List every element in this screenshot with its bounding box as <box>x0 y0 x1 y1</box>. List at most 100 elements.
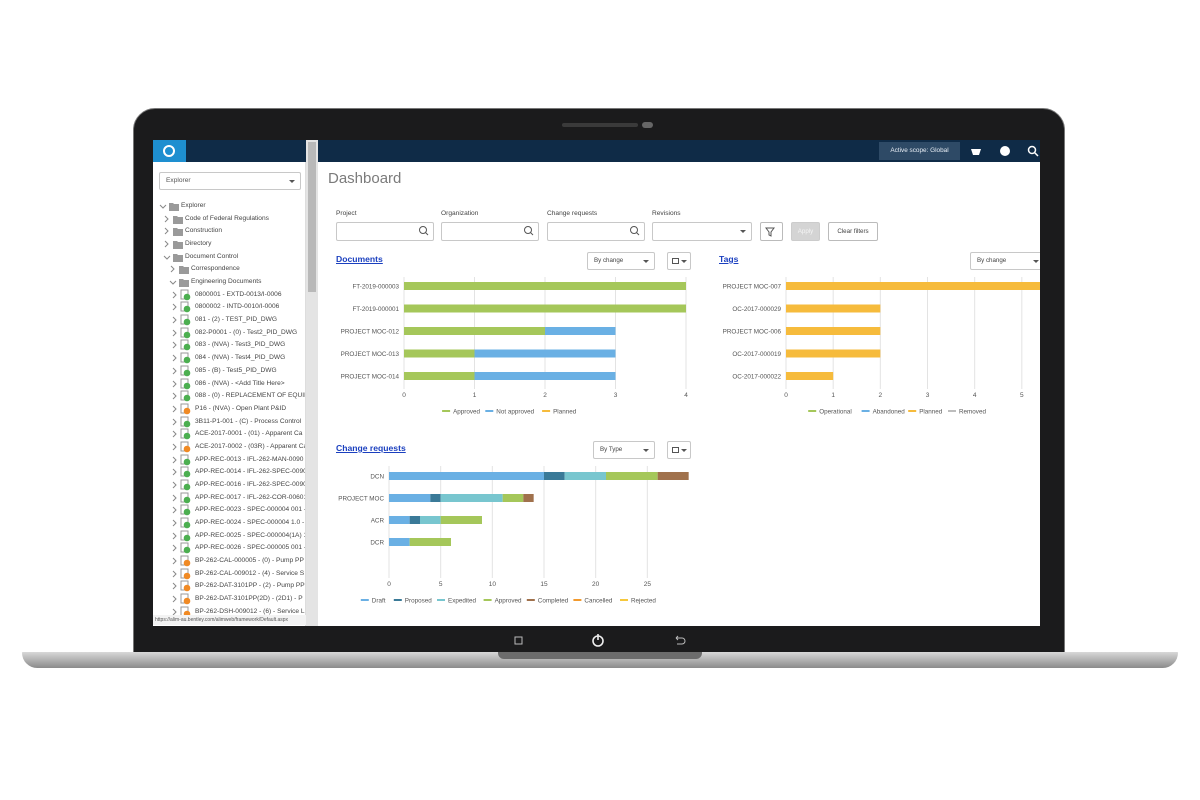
change-requests-title[interactable]: Change requests <box>336 443 406 453</box>
expander <box>172 304 177 311</box>
help-icon[interactable] <box>1000 146 1010 156</box>
apply-button[interactable]: Apply <box>791 222 820 241</box>
bar-segment <box>523 494 534 502</box>
export-button[interactable] <box>667 252 691 270</box>
tree-icons <box>172 301 191 313</box>
legend-swatch <box>526 599 535 601</box>
tree-item[interactable]: ACE-2017-0002 - (03R) - Apparent Ca <box>171 441 305 453</box>
basket-icon[interactable] <box>971 149 981 155</box>
status-url: https://alim-au.bentley.com/alimweb/fram… <box>153 615 306 625</box>
bar-segment <box>440 516 482 524</box>
bar-segment <box>786 327 881 335</box>
x-tick-label: 10 <box>489 581 497 588</box>
organization-input[interactable] <box>441 222 539 241</box>
screen: Active scope: Global Explorer Explorer Co… <box>153 140 1040 626</box>
tree-item[interactable]: Code of Federal Regulations <box>163 213 269 225</box>
search-handle <box>425 232 429 236</box>
tree-item[interactable]: APP-REC-0016 - IFL-262-SPEC-0090 <box>171 479 305 491</box>
tree-item[interactable]: P16 - (NVA) - Open Plant P&ID <box>171 403 286 415</box>
tree-item[interactable]: APP-REC-0013 - IFL-262-MAN-0090 <box>171 454 303 466</box>
view-select[interactable]: By change <box>970 252 1040 270</box>
tree-item[interactable]: APP-REC-0025 - SPEC-000004(1A) 1. <box>171 530 305 542</box>
tree-item[interactable]: APP-REC-0024 - SPEC-000004 1.0 - ( <box>171 517 305 529</box>
revisions-select[interactable] <box>652 222 752 241</box>
search-icon[interactable] <box>1027 145 1037 155</box>
tree-item[interactable]: Document Control <box>163 251 238 263</box>
scope-button[interactable]: Active scope: Global <box>879 142 960 160</box>
legend-label: Operational <box>819 408 852 415</box>
tags-title[interactable]: Tags <box>719 254 739 264</box>
tree-label: 082-P0001 - (0) - Test2_PID_DWG <box>195 328 298 336</box>
scroll-thumb[interactable] <box>308 142 316 292</box>
tree-label: APP-REC-0013 - IFL-262-MAN-0090 <box>195 455 304 463</box>
change-requests-input[interactable] <box>547 222 645 241</box>
tree-item[interactable]: BP-262-DAT-3101PP(2D) - (2D1) - P <box>171 593 303 605</box>
x-tick-label: 5 <box>439 581 443 588</box>
status-icon <box>183 382 191 389</box>
tree-label: 085 - (B) - Test5_PID_DWG <box>195 366 277 374</box>
recent-button[interactable] <box>514 636 523 645</box>
tree-item[interactable]: APP-REC-0023 - SPEC-000004 001 - <box>171 504 305 516</box>
expander <box>164 240 169 248</box>
filter-label: Organization <box>441 210 479 217</box>
tree-item[interactable]: 083 - (NVA) - Test3_PID_DWG <box>171 339 285 351</box>
legend-swatch <box>442 410 451 412</box>
bar-segment <box>389 538 410 546</box>
y-tick-label: FT-2019-000003 <box>352 284 399 291</box>
tree-item[interactable]: APP-REC-0026 - SPEC-000005 001 - <box>171 542 305 554</box>
tree-item[interactable]: 0800001 - EXTD-0013/I-0006 <box>171 289 282 301</box>
tree-item[interactable]: 082-P0001 - (0) - Test2_PID_DWG <box>171 327 297 339</box>
export-button[interactable] <box>667 441 691 459</box>
back-button[interactable] <box>675 635 686 645</box>
tree-item[interactable]: Directory <box>163 238 211 250</box>
expander <box>172 392 177 400</box>
x-tick-label: 2 <box>879 392 883 399</box>
tree-item[interactable]: 081 - (2) - TEST_PID_DWG <box>171 314 277 326</box>
view-select[interactable]: By change <box>587 252 655 270</box>
legend-swatch <box>948 410 956 412</box>
filter-label: Revisions <box>652 210 681 217</box>
tree-label: BP-262-DAT-3101PP(2D) - (2D1) - P <box>195 595 303 603</box>
sidebar-select[interactable]: Explorer <box>159 172 301 190</box>
tree-item[interactable]: APP-REC-0014 - IFL-262-SPEC-0090 <box>171 466 305 478</box>
x-tick-label: 4 <box>973 392 977 399</box>
legend-swatch <box>485 410 494 412</box>
clear-filters-button[interactable]: Clear filters <box>828 222 878 241</box>
tree-icons <box>172 492 191 503</box>
tree-item[interactable]: Construction <box>163 225 222 237</box>
view-select[interactable]: By Type <box>593 441 655 459</box>
documents-title[interactable]: Documents <box>336 254 383 264</box>
tree-item[interactable]: Explorer <box>159 200 206 212</box>
y-tick-label: PROJECT MOC-007 <box>723 284 782 291</box>
tree-item[interactable]: ACE-2017-0001 - (01) - Apparent Ca <box>171 428 302 440</box>
status-icon <box>183 534 191 541</box>
y-tick-label: DCR <box>370 540 384 547</box>
tree-item[interactable]: 0800002 - INTD-0010/I-0006 <box>171 301 279 313</box>
tree-item[interactable]: BP-262-CAL-000005 - (0) - Pump PP <box>171 555 304 567</box>
tree-item[interactable]: Correspondence <box>169 263 240 275</box>
search-icon <box>524 226 532 234</box>
bar-segment <box>404 372 475 380</box>
legend-swatch <box>573 599 582 601</box>
caret <box>1033 260 1039 266</box>
tree-item[interactable]: 088 - (0) - REPLACEMENT OF EQUIP <box>171 390 305 402</box>
tree-item[interactable]: 086 - (NVA) - <Add Title Here> <box>171 378 285 390</box>
tree-icons <box>172 580 191 592</box>
tree-item[interactable]: 085 - (B) - Test5_PID_DWG <box>171 365 277 377</box>
expander <box>172 595 177 603</box>
tree-item[interactable]: Engineering Documents <box>169 276 261 288</box>
tree-item[interactable]: APP-REC-0017 - IFL-262-COR-00601 <box>171 492 305 504</box>
search-icon <box>419 226 427 234</box>
filter-button[interactable] <box>760 222 783 241</box>
tree-item[interactable]: BP-262-DAT-3101PP - (2) - Pump PP <box>171 580 305 592</box>
expander <box>172 316 177 324</box>
project-input[interactable] <box>336 222 434 241</box>
logo[interactable] <box>153 140 186 162</box>
sidebar-scrollbar[interactable] <box>306 140 318 626</box>
tree-label: BP-262-DAT-3101PP - (2) - Pump PP <box>195 582 305 590</box>
tree-item[interactable]: BP-262-CAL-009012 - (4) - Service S <box>171 568 304 580</box>
tree-item[interactable]: 084 - (NVA) - Test4_PID_DWG <box>171 352 285 364</box>
status-icon <box>183 293 191 301</box>
tree-item[interactable]: 3B11-P1-001 - (C) - Process Control <box>171 416 301 428</box>
